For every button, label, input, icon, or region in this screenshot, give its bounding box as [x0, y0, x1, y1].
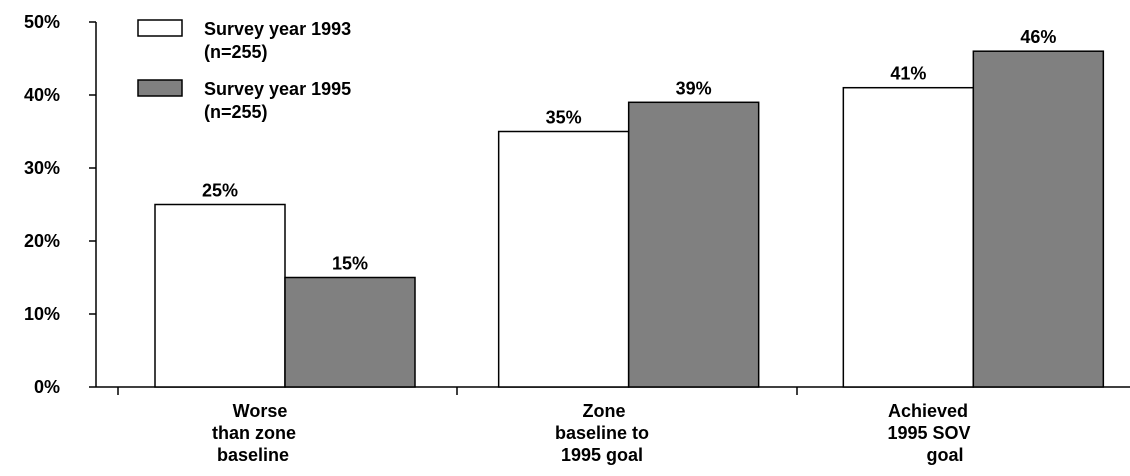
legend-label: Survey year 1995	[204, 79, 351, 99]
bar-1995	[972, 50, 1105, 388]
x-category-label: Zone	[583, 401, 626, 421]
y-tick-label: 30%	[24, 158, 60, 178]
legend-swatch-1993	[137, 19, 183, 37]
x-category-label: 1995 goal	[561, 445, 643, 465]
x-category-label: 1995 SOV	[887, 423, 970, 443]
y-tick-label: 0%	[34, 377, 60, 397]
x-category-label: than zone	[212, 423, 296, 443]
bar-1993	[497, 130, 630, 388]
x-category-label: Achieved	[888, 401, 968, 421]
y-tick-label: 40%	[24, 85, 60, 105]
x-category-label: baseline to	[555, 423, 649, 443]
y-tick-label: 50%	[24, 12, 60, 32]
bar-value-label: 35%	[546, 108, 582, 128]
bar-value-label: 46%	[1020, 27, 1056, 47]
y-tick-label: 20%	[24, 231, 60, 251]
bar-value-label: 39%	[676, 78, 712, 98]
bar-1993	[842, 86, 975, 388]
bar-value-label: 41%	[890, 64, 926, 84]
legend-swatch-1995	[137, 79, 183, 97]
bar-value-labels: 25% 15% 35% 39% 41% 46%	[202, 27, 1056, 273]
legend: Survey year 1993 (n=255) Survey year 1995 (…	[137, 19, 351, 122]
bars	[154, 50, 1105, 388]
legend-label: (n=255)	[204, 42, 268, 62]
bar-1995	[627, 101, 760, 388]
x-category-label: baseline	[217, 445, 289, 465]
y-tick-label: 10%	[24, 304, 60, 324]
bar-value-label: 25%	[202, 181, 238, 201]
legend-label: (n=255)	[204, 102, 268, 122]
bar-1993	[154, 203, 286, 388]
bar-value-label: 15%	[332, 254, 368, 274]
x-category-label: goal	[926, 445, 963, 465]
legend-label: Survey year 1993	[204, 19, 351, 39]
bar-1995	[284, 276, 416, 388]
y-ticks: 0% 10% 20% 30% 40% 50%	[24, 12, 96, 397]
x-category-label: Worse	[233, 401, 288, 421]
